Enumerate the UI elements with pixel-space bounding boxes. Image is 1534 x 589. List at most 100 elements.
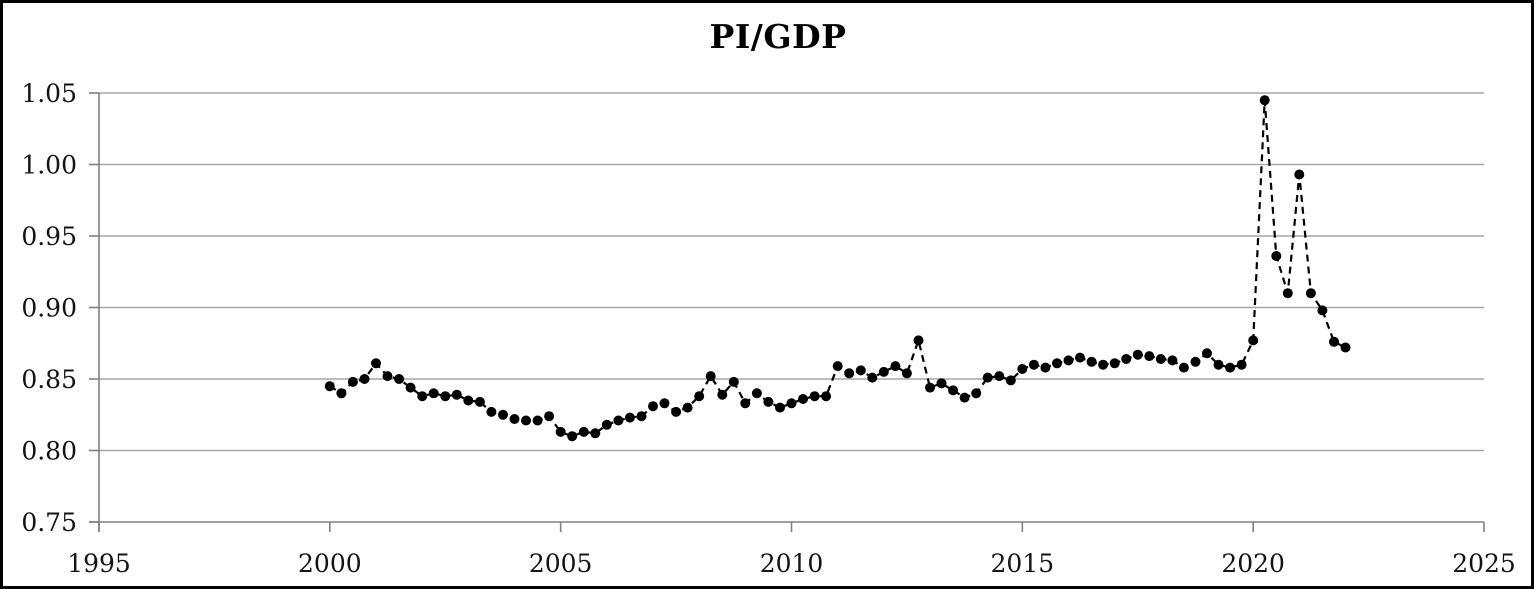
- data-point-2014Q4: [1005, 375, 1016, 386]
- data-point-2003Q2: [474, 396, 485, 407]
- data-point-2012Q1: [878, 366, 889, 377]
- data-point-2004Q4: [544, 411, 555, 422]
- data-point-2017Q2: [1121, 354, 1132, 364]
- y-tick-label: 0.80: [21, 437, 77, 466]
- data-point-2002Q3: [440, 391, 451, 402]
- tick-labels: 0.75 0.80 0.85 0.90 0.95 1.00 1.05 1995 2000 2005…: [21, 79, 1515, 578]
- data-point-2002Q1: [417, 391, 428, 402]
- data-point-2016Q1: [1063, 355, 1074, 366]
- data-point-2010Q2: [798, 394, 808, 404]
- data-point-2009Q1: [740, 398, 751, 409]
- x-tick-label: 2020: [1221, 549, 1285, 578]
- data-point-2004Q1: [509, 414, 520, 424]
- data-point-2004Q2: [521, 415, 531, 426]
- data-point-2007Q3: [671, 406, 682, 417]
- data-point-2021Q3: [1317, 305, 1328, 316]
- data-point-2003Q3: [486, 406, 497, 417]
- data-point-2012Q3: [901, 368, 912, 379]
- data-point-2017Q3: [1132, 349, 1143, 360]
- data-point-2000Q1: [324, 381, 335, 392]
- data-point-2006Q2: [613, 415, 624, 426]
- data-point-2021Q4: [1329, 336, 1339, 347]
- y-tick-label: 0.95: [21, 222, 77, 251]
- data-point-2006Q4: [636, 411, 647, 422]
- data-point-2013Q2: [936, 378, 947, 389]
- axes: [89, 92, 1485, 532]
- data-point-2002Q2: [428, 388, 439, 399]
- data-point-2014Q1: [971, 388, 982, 399]
- x-tick-label: 2015: [991, 549, 1055, 578]
- data-point-2020Q2: [1259, 95, 1270, 106]
- data-point-2000Q4: [359, 374, 370, 384]
- data-point-2007Q4: [682, 402, 693, 413]
- data-point-2018Q1: [1155, 354, 1166, 364]
- data-point-2008Q2: [705, 371, 716, 382]
- x-tick-label: 2010: [760, 549, 824, 578]
- data-point-2003Q1: [463, 395, 474, 406]
- data-point-2002Q4: [451, 389, 462, 400]
- data-point-2008Q1: [694, 391, 705, 402]
- data-point-2005Q4: [590, 428, 601, 439]
- data-point-2001Q2: [382, 371, 393, 382]
- data-point-2001Q1: [371, 358, 381, 369]
- y-tick-label: 1.05: [21, 79, 77, 108]
- data-point-2022Q1: [1340, 342, 1351, 353]
- data-point-2020Q3: [1271, 251, 1282, 261]
- data-point-2021Q2: [1305, 288, 1316, 299]
- x-tick-label: 2005: [529, 549, 593, 578]
- data-point-2014Q2: [982, 372, 993, 383]
- y-tick-label: 1.00: [21, 151, 77, 180]
- data-point-2020Q4: [1282, 288, 1293, 299]
- data-point-2015Q2: [1028, 359, 1039, 370]
- data-point-2011Q2: [844, 368, 855, 379]
- data-point-2017Q1: [1109, 358, 1120, 369]
- data-point-2000Q3: [347, 376, 358, 387]
- data-point-2019Q4: [1236, 359, 1247, 370]
- data-point-2012Q4: [913, 335, 924, 346]
- data-point-2009Q3: [763, 396, 774, 407]
- data-point-2014Q3: [994, 371, 1005, 382]
- data-point-2016Q3: [1086, 356, 1097, 367]
- chart-canvas: 0.75 0.80 0.85 0.90 0.95 1.00 1.05 1995 2000 2005…: [21, 79, 1515, 578]
- data-point-2018Q4: [1190, 356, 1201, 367]
- chart-title: PI/GDP: [709, 17, 847, 56]
- series-pi-gdp: [324, 95, 1351, 442]
- data-point-2019Q2: [1213, 359, 1224, 370]
- data-point-2013Q4: [959, 392, 970, 403]
- x-tick-label: 2000: [298, 549, 362, 578]
- gridlines: [99, 92, 1484, 452]
- data-point-2012Q2: [890, 361, 901, 372]
- data-point-2010Q1: [786, 398, 797, 409]
- series-line: [329, 100, 1346, 438]
- data-point-2008Q4: [728, 376, 739, 387]
- data-point-2000Q2: [336, 388, 347, 399]
- data-point-2011Q1: [832, 361, 843, 372]
- data-point-2006Q1: [601, 419, 612, 430]
- data-point-2015Q4: [1052, 358, 1062, 369]
- data-point-2013Q1: [925, 382, 935, 393]
- data-point-2017Q4: [1144, 351, 1155, 362]
- data-point-2003Q4: [498, 409, 508, 420]
- data-point-2011Q4: [867, 372, 878, 383]
- data-point-2018Q3: [1178, 362, 1189, 373]
- data-point-2015Q3: [1040, 362, 1051, 373]
- data-point-2009Q2: [751, 388, 762, 399]
- data-point-2016Q4: [1098, 359, 1109, 370]
- data-point-2011Q3: [855, 365, 866, 376]
- data-point-2001Q3: [394, 374, 405, 384]
- data-point-2010Q4: [821, 391, 832, 402]
- x-tick-label: 2025: [1452, 549, 1516, 578]
- data-point-2004Q3: [532, 415, 543, 426]
- data-point-2005Q3: [578, 426, 589, 437]
- data-point-2018Q2: [1167, 355, 1178, 366]
- data-point-2007Q1: [648, 401, 658, 412]
- y-tick-label: 0.85: [21, 365, 77, 394]
- data-point-2009Q4: [775, 402, 785, 413]
- data-point-2013Q3: [948, 385, 959, 396]
- data-point-2005Q1: [555, 426, 566, 437]
- data-point-2001Q4: [405, 382, 416, 393]
- data-point-2021Q1: [1294, 169, 1305, 180]
- data-point-2020Q1: [1248, 335, 1259, 346]
- data-point-2006Q3: [624, 412, 635, 423]
